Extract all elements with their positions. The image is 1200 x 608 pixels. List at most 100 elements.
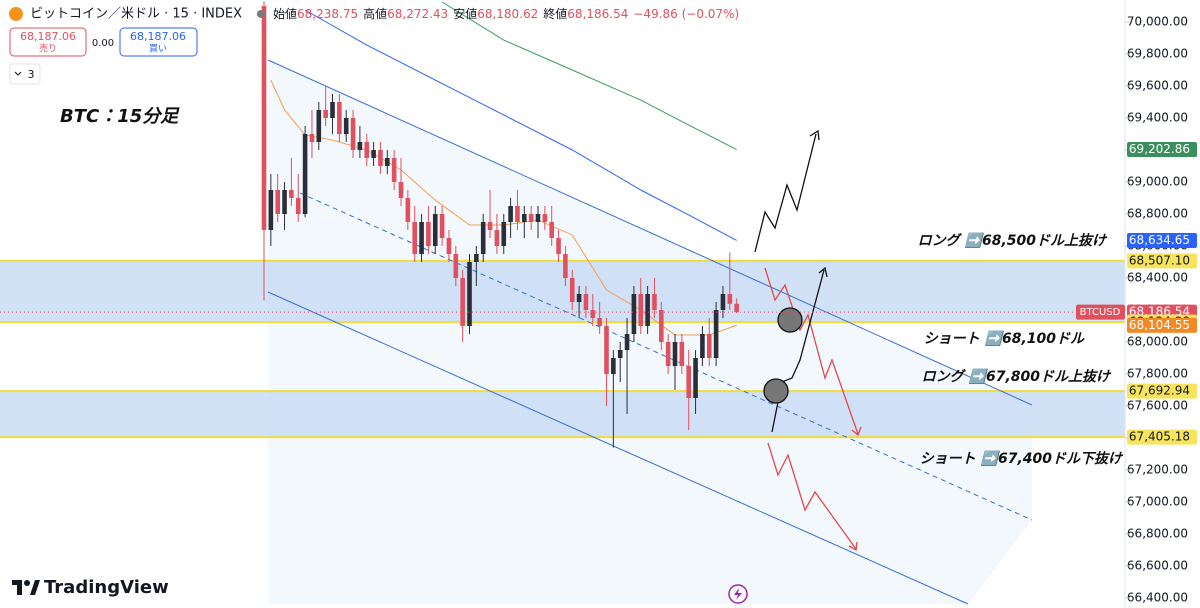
candle-body: [357, 142, 363, 150]
candle-body: [309, 134, 315, 142]
candle-body: [330, 102, 335, 118]
candle-body: [638, 294, 644, 326]
candle-body: [590, 310, 596, 318]
candle-body: [446, 238, 452, 254]
candle-body: [686, 366, 691, 398]
candle-body: [289, 190, 294, 198]
brand: TradingView: [44, 577, 169, 598]
buy-label: 買い: [149, 44, 167, 55]
candle-body: [713, 310, 719, 358]
spread: 0.00: [92, 38, 114, 49]
price-label-box: [1127, 232, 1197, 248]
zone: [0, 260, 1125, 323]
annotation: ロング ➡️67,800ドル上抜け: [922, 368, 1112, 385]
y-tick-label: 67,600.00: [1127, 399, 1188, 413]
candle-body: [412, 222, 417, 254]
candle-body: [611, 358, 616, 374]
candle-body: [631, 294, 637, 334]
y-tick-label: 67,200.00: [1127, 463, 1188, 477]
candle-body: [487, 222, 493, 230]
candle-body: [378, 150, 383, 166]
candle-body: [734, 303, 739, 313]
candle-body: [439, 214, 445, 238]
y-tick-label: 69,600.00: [1127, 79, 1188, 93]
ohlc-header: 始値68,238.75 高値68,272.43 安値68,180.62 終値68,18…: [273, 6, 739, 21]
candle-body: [295, 198, 301, 214]
logo-mark: [30, 580, 40, 595]
price-label-box: [1127, 317, 1197, 333]
marker-circle: [763, 378, 789, 404]
y-tick-label: 69,400.00: [1127, 111, 1188, 125]
logo-mark: [17, 580, 22, 595]
candle-body: [419, 222, 424, 254]
indicator-count: 3: [28, 68, 35, 81]
price-label: 67,405.18: [1129, 430, 1190, 444]
price-label: 67,692.94: [1129, 384, 1190, 398]
ohlc-value: 68,180.62: [477, 7, 538, 21]
candle-body: [432, 214, 438, 246]
candle-body: [693, 358, 698, 398]
zone: [0, 391, 1125, 438]
chevron: [14, 71, 22, 76]
change: −49.86 (−0.07%): [633, 7, 739, 21]
candle-body: [302, 134, 308, 214]
candle-body: [549, 222, 554, 238]
candle-body: [556, 238, 561, 254]
candle-body: [700, 334, 705, 358]
candle-body: [679, 342, 685, 366]
symbol-title[interactable]: ビットコイン／米ドル · 15 · INDEX: [30, 7, 242, 22]
sell-button[interactable]: [9, 27, 87, 57]
candle-body: [659, 310, 664, 342]
candle-body: [364, 142, 370, 158]
logo-mark: [24, 580, 30, 586]
sell-price: 68,187.06: [20, 30, 76, 43]
candle-body: [371, 150, 376, 158]
ohlc-label: 高値: [363, 6, 387, 21]
buy-button[interactable]: [119, 27, 198, 57]
y-tick-label: 69,800.00: [1127, 47, 1188, 61]
candle-body: [720, 294, 726, 310]
candle-body: [405, 198, 411, 222]
candle-body: [645, 294, 650, 326]
y-tick-label: 68,800.00: [1127, 207, 1188, 221]
candle-body: [569, 278, 575, 302]
y-tick-label: 68,000.00: [1127, 335, 1188, 349]
candle-body: [391, 158, 397, 182]
y-tick-label: 66,400.00: [1127, 591, 1188, 605]
candle-body: [665, 342, 671, 366]
channel-shade: [268, 60, 1032, 604]
buy-price: 68,187.06: [130, 30, 186, 43]
candle-body: [508, 206, 513, 222]
arrow-head: [851, 426, 862, 437]
annotation: ショート ➡️67,400ドル下抜け: [920, 450, 1124, 467]
candle-body: [515, 206, 520, 222]
ohlc-value: 68,272.43: [387, 7, 448, 21]
indicator-toggle[interactable]: [9, 63, 41, 85]
y-tick-label: 68,400.00: [1127, 271, 1188, 285]
chart-label: BTC：15分足: [60, 106, 180, 127]
candle-body: [706, 334, 712, 358]
sell-label: 売り: [39, 43, 57, 55]
price-label-box: [1127, 253, 1197, 269]
candle-body: [474, 254, 479, 262]
candle-body: [597, 318, 602, 326]
candle-body: [501, 222, 507, 246]
candle-body: [282, 190, 287, 214]
moving-average: [441, 1, 737, 150]
ohlc-value: 68,238.75: [297, 7, 358, 21]
price-label-box: [1127, 142, 1197, 158]
coin-icon: [9, 7, 23, 21]
marker-circle: [777, 307, 803, 333]
annotation: ショート ➡️68,100ドル: [924, 330, 1085, 347]
scenario-arrow: [754, 133, 817, 253]
arrow-head: [848, 541, 858, 552]
candle-body: [604, 326, 609, 374]
candle-body: [494, 230, 500, 246]
logo-mark: [12, 580, 21, 585]
candle-body: [385, 158, 390, 166]
candle-body: [727, 294, 733, 304]
candle-body: [652, 294, 657, 310]
candle-body: [617, 350, 623, 358]
channel-upper: [267, 59, 1033, 406]
candle-body: [337, 102, 342, 134]
